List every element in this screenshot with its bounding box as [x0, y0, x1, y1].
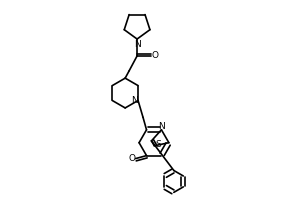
Text: N: N: [131, 96, 137, 105]
Text: S: S: [155, 140, 161, 149]
Text: N: N: [158, 122, 165, 131]
Text: O: O: [151, 51, 158, 60]
Text: N: N: [134, 40, 140, 49]
Text: O: O: [128, 154, 136, 163]
